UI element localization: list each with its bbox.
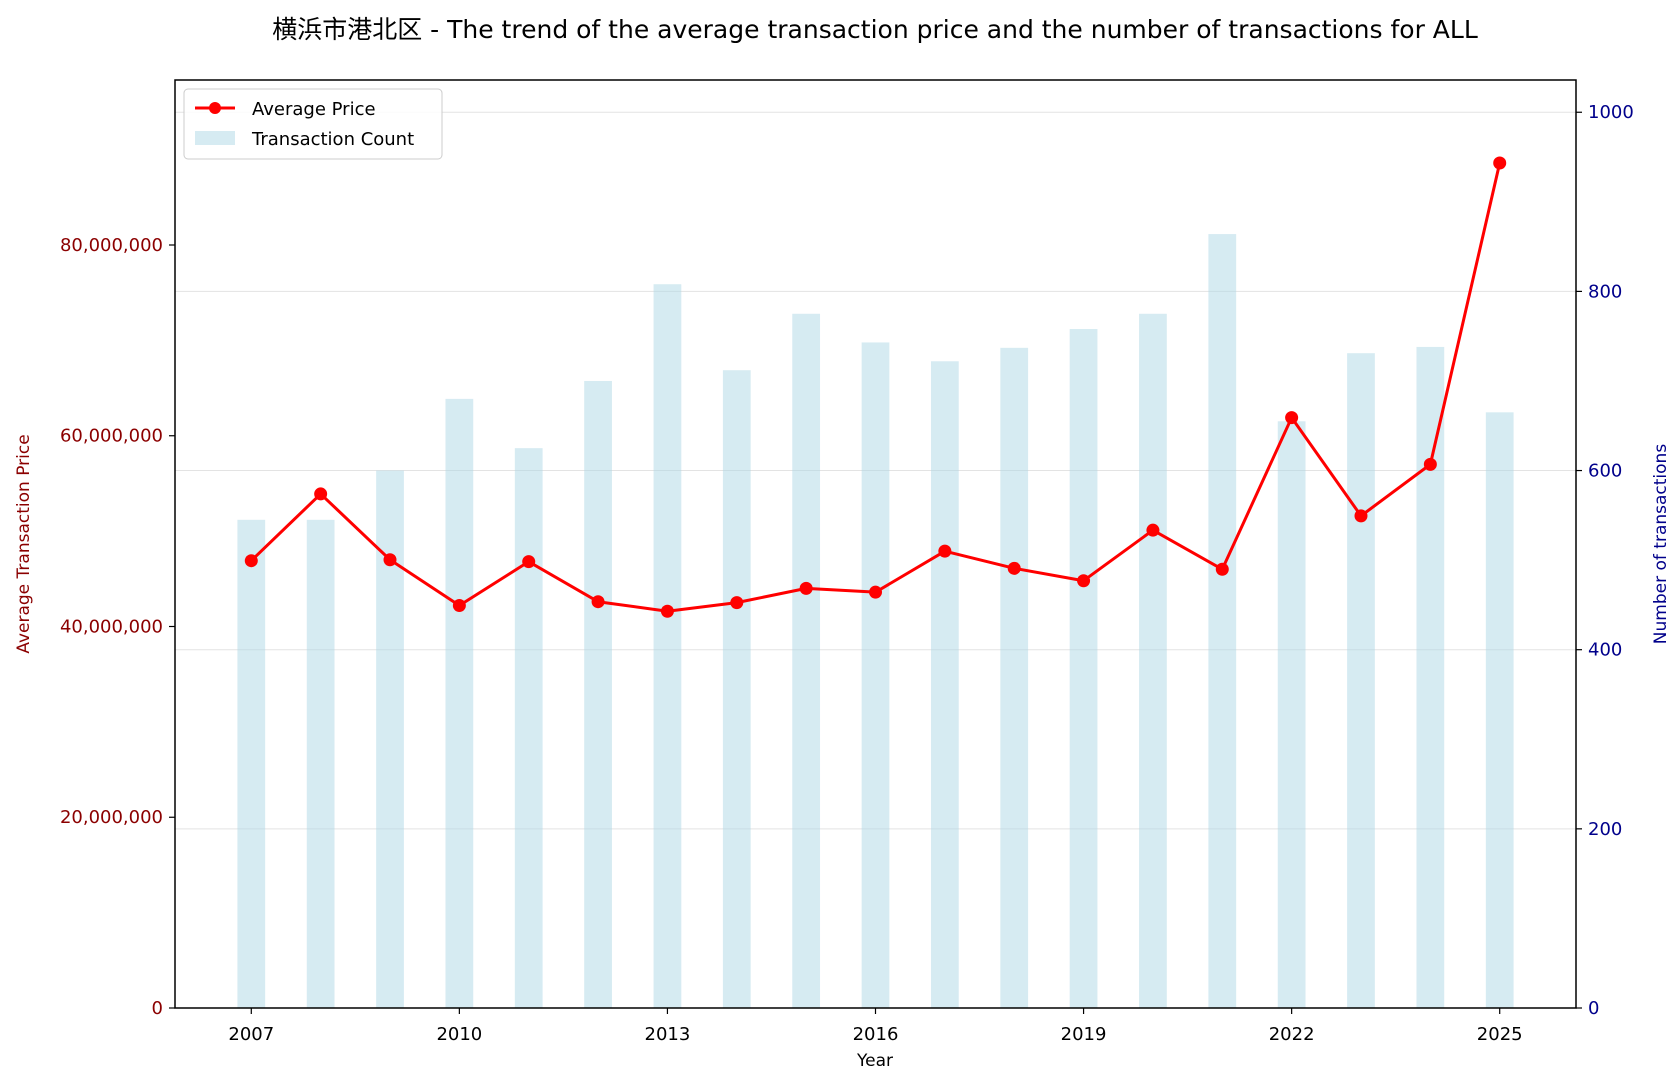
point-2010	[452, 599, 466, 613]
right-axis-label: Number of transactions	[1651, 444, 1671, 645]
legend-label-average-price: Average Price	[252, 99, 376, 120]
legend-box	[183, 88, 443, 160]
right-tick-label-800: 800	[1588, 281, 1622, 302]
left-tick-label-0: 0	[152, 998, 163, 1019]
x-tick-label-2016: 2016	[853, 1024, 899, 1045]
bar-2007	[237, 519, 266, 1008]
bar-2022	[1277, 421, 1306, 1008]
x-axis-ticks: 2007 2010 2013 2016 2019 2022 2025	[228, 1008, 1523, 1045]
bar-2014	[722, 370, 751, 1008]
left-axis-ticks: 0 20,000,000 40,000,000 60,000,000 80,000,00…	[60, 235, 175, 1019]
point-2008	[314, 487, 328, 501]
line-series	[244, 156, 1507, 618]
left-tick-label-40,000,000: 40,000,000	[60, 616, 163, 637]
point-2024	[1423, 457, 1437, 471]
bar-2010	[445, 398, 474, 1008]
point-2009	[383, 553, 397, 567]
right-tick-label-600: 600	[1588, 461, 1622, 482]
x-tick-label-2013: 2013	[645, 1024, 691, 1045]
x-tick-label-2010: 2010	[436, 1024, 482, 1045]
x-tick-label-2025: 2025	[1477, 1024, 1523, 1045]
point-2025	[1493, 156, 1507, 170]
x-tick-label-2007: 2007	[228, 1024, 274, 1045]
bar-2025	[1485, 412, 1514, 1008]
point-2017	[938, 544, 952, 558]
left-axis-label: Average Transaction Price	[14, 434, 34, 653]
bar-2017	[930, 361, 959, 1008]
bar-2016	[861, 342, 890, 1009]
right-tick-label-400: 400	[1588, 640, 1622, 661]
point-2011	[522, 555, 536, 569]
bar-2013	[653, 284, 682, 1008]
legend: Average Price Transaction Count	[183, 88, 443, 160]
legend-label-transaction-count: Transaction Count	[251, 129, 414, 150]
point-2019	[1077, 574, 1091, 588]
chart-title: 横浜市港北区 - The trend of the average transa…	[272, 15, 1478, 44]
point-2013	[660, 604, 674, 618]
bar-2024	[1416, 346, 1445, 1009]
x-tick-label-2022: 2022	[1269, 1024, 1315, 1045]
bar-2021	[1208, 234, 1237, 1008]
bar-2018	[1000, 347, 1029, 1009]
x-tick-label-2019: 2019	[1061, 1024, 1107, 1045]
x-axis-label: Year	[856, 1051, 893, 1071]
bar-series	[237, 234, 1514, 1009]
legend-marker-swatch	[209, 102, 221, 114]
left-tick-label-60,000,000: 60,000,000	[60, 426, 163, 447]
bar-2019	[1069, 329, 1098, 1009]
point-2012	[591, 595, 605, 609]
bar-2012	[584, 380, 612, 1008]
left-tick-label-80,000,000: 80,000,000	[60, 235, 163, 256]
bar-2011	[514, 448, 543, 1009]
left-tick-label-20,000,000: 20,000,000	[60, 807, 163, 828]
right-tick-label-200: 200	[1588, 819, 1622, 840]
point-2021	[1215, 562, 1229, 576]
point-2020	[1146, 523, 1160, 537]
point-2023	[1354, 509, 1368, 523]
right-tick-label-0: 0	[1588, 998, 1599, 1019]
point-2016	[869, 585, 882, 599]
point-2014	[730, 596, 744, 610]
bar-2008	[306, 519, 335, 1008]
point-2018	[1007, 561, 1021, 575]
bar-2020	[1139, 313, 1167, 1008]
bar-2023	[1347, 353, 1375, 1009]
right-axis-ticks: 0 200 400 600 800 1000	[1576, 102, 1634, 1019]
legend-bar-swatch	[195, 131, 235, 145]
point-2015	[799, 581, 813, 595]
bar-2015	[792, 313, 821, 1008]
point-2007	[244, 554, 258, 568]
right-tick-label-1000: 1000	[1588, 102, 1634, 123]
point-2022	[1285, 411, 1299, 425]
